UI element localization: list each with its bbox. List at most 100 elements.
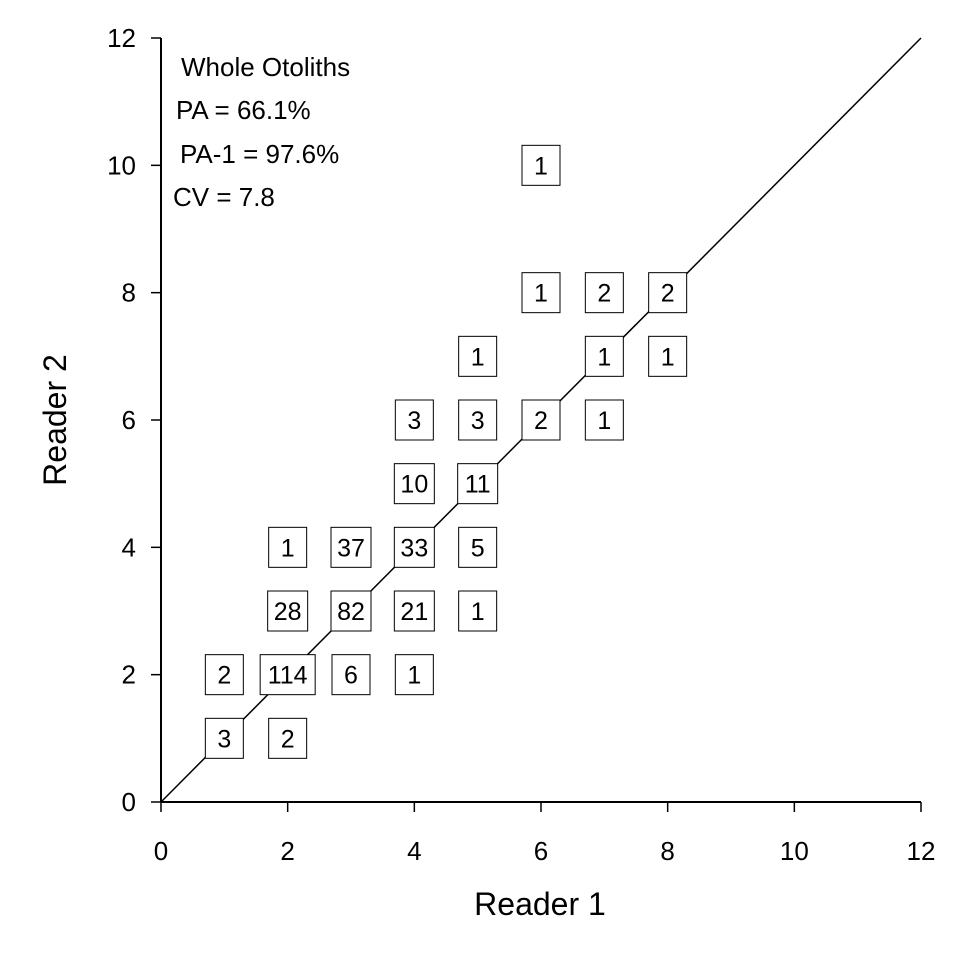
count-label: 1 [281,534,295,562]
count-box-frame [648,272,688,314]
y-tick-label: 6 [122,405,136,435]
count-boxes: 3 22 114 6 128 82 21 11 37 33 510 113 3 2 11 1 11 2 21 [204,144,688,759]
count-label: 11 [465,471,491,499]
count-box-frame [393,526,435,568]
annotation-pa1: PA-1 = 97.6% [180,139,339,169]
count-label: 10 [400,471,428,499]
count-box: 1 [268,526,308,568]
count-box-frame [394,654,434,696]
count-label: 1 [471,343,485,371]
count-label: 1 [597,343,611,371]
count-label: 1 [534,152,548,180]
x-tick-label: 6 [534,836,548,866]
count-label: 5 [471,534,485,562]
count-box: 114 [259,654,316,696]
count-box: 1 [394,654,434,696]
count-label: 21 [400,598,428,626]
annotation-cv: CV = 7.8 [173,182,275,212]
count-box: 3 [394,399,434,441]
count-label: 3 [217,725,231,753]
count-label: 114 [268,662,308,690]
count-box: 5 [458,526,498,568]
count-label: 2 [661,280,675,308]
count-box-frame [330,590,372,632]
count-box: 1 [458,335,498,377]
y-tick-label: 0 [122,787,136,817]
count-box-frame [584,335,624,377]
count-box: 1 [521,144,561,186]
count-box-frame [393,463,435,505]
count-box-frame [259,654,316,696]
y-tick-label: 2 [122,660,136,690]
count-label: 3 [471,407,485,435]
count-box: 33 [393,526,435,568]
count-box: 2 [648,272,688,314]
count-box-frame [457,463,499,505]
count-box-frame [584,272,624,314]
count-label: 1 [597,407,611,435]
count-box-frame [204,717,244,759]
count-box: 6 [331,654,371,696]
y-tick-label: 4 [122,532,136,562]
count-box: 1 [584,399,624,441]
count-label: 28 [274,598,302,626]
count-box: 1 [458,590,498,632]
count-box-frame [204,654,244,696]
count-box-frame [521,272,561,314]
count-box-frame [458,399,498,441]
count-box-frame [584,399,624,441]
count-box: 28 [267,590,309,632]
count-label: 2 [217,662,231,690]
count-box-frame [458,335,498,377]
y-tick-label: 10 [107,150,136,180]
annotation-pa: PA = 66.1% [176,95,311,125]
count-box-frame [458,590,498,632]
count-label: 82 [337,598,365,626]
count-label: 37 [337,534,365,562]
count-box: 3 [204,717,244,759]
x-tick-label: 10 [780,836,809,866]
count-box-frame [458,526,498,568]
count-label: 1 [471,598,485,626]
count-box: 2 [268,717,308,759]
x-axis-label: Reader 1 [474,886,606,922]
annotation-group: Whole Otoliths PA = 66.1% PA-1 = 97.6% C… [37,52,606,922]
count-box: 1 [584,335,624,377]
count-box: 37 [330,526,372,568]
count-box: 82 [330,590,372,632]
y-axis-label: Reader 2 [37,354,73,486]
count-box-frame [648,335,688,377]
count-label: 2 [281,725,295,753]
count-label: 6 [344,662,358,690]
count-label: 3 [407,407,421,435]
count-label: 2 [597,280,611,308]
count-box: 2 [204,654,244,696]
count-box-frame [268,717,308,759]
count-box-frame [268,526,308,568]
count-box-frame [394,399,434,441]
count-box-frame [521,399,561,441]
count-label: 1 [534,280,548,308]
count-box: 11 [457,463,499,505]
count-box: 21 [393,590,435,632]
count-box: 2 [521,399,561,441]
x-tick-label: 0 [154,836,168,866]
count-label: 1 [407,662,421,690]
count-box: 2 [584,272,624,314]
x-tick-label: 2 [280,836,294,866]
count-box-frame [521,144,561,186]
y-tick-label: 8 [122,278,136,308]
count-box: 3 [458,399,498,441]
count-box-frame [267,590,309,632]
count-label: 2 [534,407,548,435]
count-box-frame [393,590,435,632]
count-box-frame [330,526,372,568]
x-tick-label: 12 [907,836,936,866]
count-label: 33 [400,534,428,562]
count-label: 1 [661,343,675,371]
x-tick-label: 8 [660,836,674,866]
count-box: 1 [648,335,688,377]
